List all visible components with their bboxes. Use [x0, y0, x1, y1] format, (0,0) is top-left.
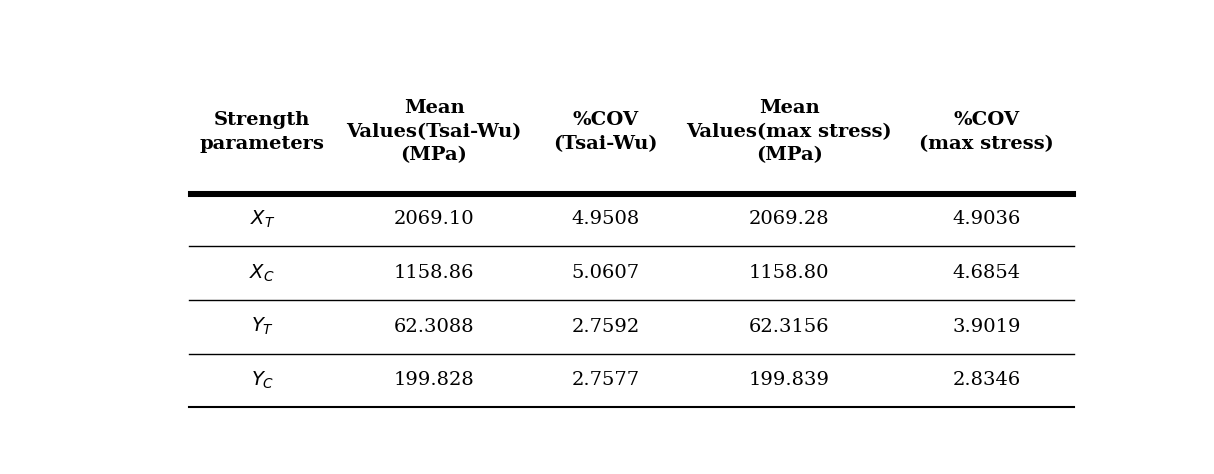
Text: 199.839: 199.839 — [749, 372, 829, 390]
Text: 2069.28: 2069.28 — [749, 210, 829, 228]
Text: 4.9508: 4.9508 — [572, 210, 640, 228]
Text: 5.0607: 5.0607 — [572, 264, 640, 282]
Text: Strength
parameters: Strength parameters — [200, 111, 324, 153]
Text: 62.3156: 62.3156 — [749, 318, 829, 336]
Text: $X_T$: $X_T$ — [250, 209, 276, 230]
Text: 199.828: 199.828 — [393, 372, 475, 390]
Text: 1158.86: 1158.86 — [393, 264, 475, 282]
Text: 2.7592: 2.7592 — [572, 318, 640, 336]
Text: 2069.10: 2069.10 — [393, 210, 475, 228]
Text: Mean
Values(max stress)
(MPa): Mean Values(max stress) (MPa) — [686, 100, 892, 164]
Text: 4.6854: 4.6854 — [953, 264, 1021, 282]
Text: %COV
(max stress): %COV (max stress) — [919, 111, 1054, 153]
Text: 2.7577: 2.7577 — [572, 372, 640, 390]
Text: 62.3088: 62.3088 — [393, 318, 475, 336]
Text: 2.8346: 2.8346 — [953, 372, 1021, 390]
Text: 3.9019: 3.9019 — [953, 318, 1021, 336]
Text: Mean
Values(Tsai-Wu)
(MPa): Mean Values(Tsai-Wu) (MPa) — [346, 100, 522, 164]
Text: $X_C$: $X_C$ — [249, 262, 276, 283]
Text: 4.9036: 4.9036 — [953, 210, 1021, 228]
Text: 1158.80: 1158.80 — [749, 264, 829, 282]
Text: $Y_T$: $Y_T$ — [251, 316, 274, 337]
Text: $Y_C$: $Y_C$ — [250, 370, 274, 391]
Text: %COV
(Tsai-Wu): %COV (Tsai-Wu) — [554, 111, 658, 153]
